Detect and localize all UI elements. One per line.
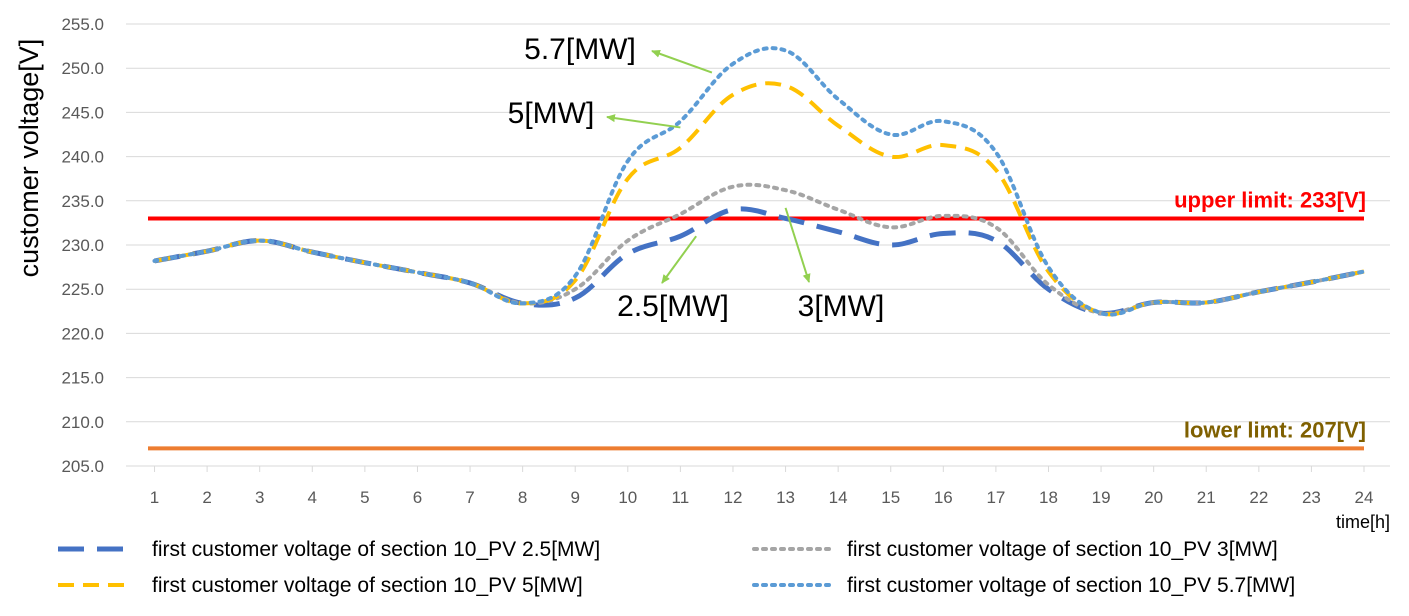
x-tick-label: 13 <box>776 488 795 507</box>
legend-label: first customer voltage of section 10_PV … <box>152 538 600 561</box>
x-tick-label: 4 <box>308 488 317 507</box>
annotation-arrow <box>606 114 681 129</box>
x-tick-label: 10 <box>618 488 637 507</box>
annotation-arrow <box>661 235 697 284</box>
series-lines <box>152 46 1366 317</box>
x-tick-label: 7 <box>465 488 474 507</box>
x-tick-label: 19 <box>1092 488 1111 507</box>
y-tick-label: 220.0 <box>61 324 104 343</box>
x-tick-label: 5 <box>360 488 369 507</box>
y-tick-label: 210.0 <box>61 413 104 432</box>
x-tick-label: 12 <box>724 488 743 507</box>
legend-item: first customer voltage of section 10_PV … <box>58 538 600 561</box>
annotation-arrow <box>651 49 713 74</box>
series-line-1 <box>154 206 1365 316</box>
x-tick-label: 3 <box>255 488 264 507</box>
x-tick-label: 20 <box>1144 488 1163 507</box>
y-tick-label: 245.0 <box>61 103 104 122</box>
y-axis-ticks: 205.0 210.0 215.0 220.0 225.0 230.0 235.0 240.0… <box>61 15 104 476</box>
x-tick-label: 6 <box>413 488 422 507</box>
y-axis-title: customer voltage[V] <box>14 39 44 278</box>
x-tick-label: 16 <box>934 488 953 507</box>
y-tick-label: 250.0 <box>61 59 104 78</box>
grid-lines <box>126 23 1390 423</box>
x-axis-title: time[h] <box>1336 512 1390 532</box>
legend-item: first customer voltage of section 10_PV … <box>752 574 1295 597</box>
upper-limit-label: upper limit: 233[V] <box>1174 187 1366 212</box>
x-axis-ticks: 1 2 3 4 5 6 7 8 9 10 11 12 13 14 15 16 17 18 19 20 21 22 23 24 <box>150 466 1374 507</box>
annotation-arrow <box>784 207 811 283</box>
legend-label: first customer voltage of section 10_PV … <box>152 574 583 597</box>
y-tick-label: 215.0 <box>61 369 104 388</box>
x-tick-label: 24 <box>1355 488 1374 507</box>
legend: first customer voltage of section 10_PV … <box>58 538 1295 597</box>
y-tick-label: 240.0 <box>61 148 104 167</box>
x-tick-label: 23 <box>1302 488 1321 507</box>
legend-label: first customer voltage of section 10_PV … <box>847 538 1278 561</box>
y-tick-label: 230.0 <box>61 236 104 255</box>
y-tick-label: 205.0 <box>61 457 104 476</box>
annotation-label: 3[MW] <box>798 290 885 323</box>
x-tick-label: 21 <box>1197 488 1216 507</box>
annotations: 5.7[MW] 5[MW] 2.5[MW] 3[MW] <box>508 33 885 323</box>
annotation-label: 2.5[MW] <box>617 290 729 323</box>
series-line-4 <box>152 46 1366 317</box>
x-tick-label: 11 <box>672 488 690 507</box>
annotation-label: 5.7[MW] <box>524 33 636 66</box>
y-tick-label: 255.0 <box>61 15 104 34</box>
reference-lines: upper limit: 233[V] lower limt: 207[V] <box>148 187 1366 451</box>
x-tick-label: 17 <box>986 488 1005 507</box>
x-tick-label: 2 <box>202 488 211 507</box>
x-tick-label: 1 <box>150 488 159 507</box>
x-tick-label: 8 <box>518 488 527 507</box>
y-tick-label: 225.0 <box>61 280 104 299</box>
legend-item: first customer voltage of section 10_PV … <box>58 574 583 597</box>
legend-item: first customer voltage of section 10_PV … <box>752 538 1278 561</box>
x-tick-label: 9 <box>570 488 579 507</box>
x-tick-label: 22 <box>1249 488 1268 507</box>
y-tick-label: 235.0 <box>61 192 104 211</box>
annotation-label: 5[MW] <box>508 97 595 130</box>
legend-label: first customer voltage of section 10_PV … <box>847 574 1295 597</box>
x-tick-label: 18 <box>1039 488 1058 507</box>
x-tick-label: 14 <box>829 488 848 507</box>
x-tick-label: 15 <box>881 488 900 507</box>
lower-limit-label: lower limt: 207[V] <box>1184 417 1366 442</box>
